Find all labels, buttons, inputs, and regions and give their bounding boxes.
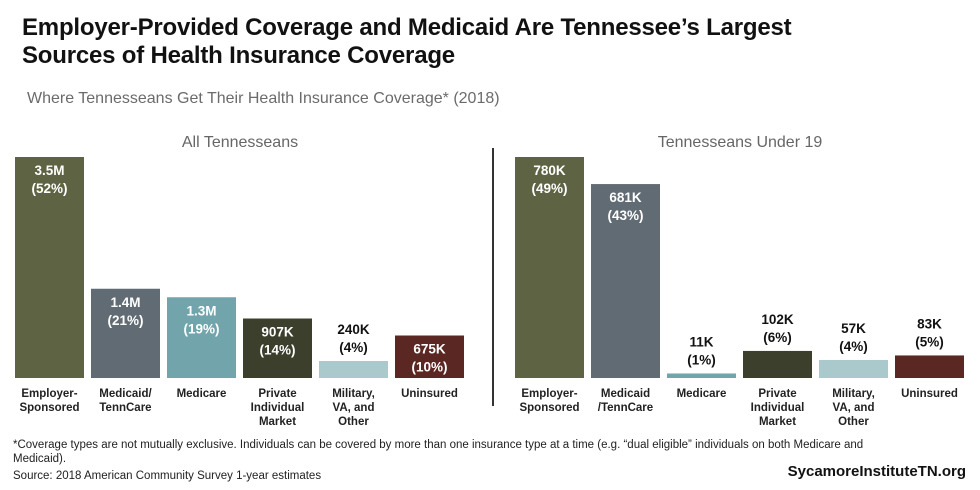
category-label: Other — [838, 416, 869, 428]
category-label: Medicare — [677, 388, 727, 400]
category-label: Military, — [832, 388, 875, 400]
brand-logo-text: SycamoreInstituteTN.org — [787, 463, 966, 480]
category-label: VA, and — [333, 402, 375, 414]
category-label: Other — [338, 416, 369, 428]
bar — [819, 359, 888, 378]
category-label: Private — [758, 388, 796, 400]
pct-label: (4%) — [339, 340, 368, 355]
category-label: Market — [259, 416, 296, 428]
category-label: Individual — [751, 402, 805, 414]
category-label: Uninsured — [401, 388, 458, 400]
category-label: Private — [258, 388, 296, 400]
pct-label: (4%) — [839, 339, 868, 354]
title-line-1: Employer-Provided Coverage and Medicaid … — [22, 14, 792, 41]
category-label: Uninsured — [901, 388, 958, 400]
chart-subtitle: Where Tennesseans Get Their Health Insur… — [27, 90, 500, 107]
panel-title-all: All Tennesseans — [181, 134, 299, 151]
bar — [591, 184, 660, 378]
value-label: 240K — [337, 322, 370, 337]
value-label: 780K — [533, 163, 566, 178]
pct-label: (6%) — [763, 330, 792, 345]
pct-label: (19%) — [183, 321, 219, 336]
bar — [895, 355, 964, 378]
value-label: 11K — [689, 334, 713, 349]
pct-label: (10%) — [411, 360, 447, 375]
category-label: Sponsored — [19, 402, 79, 414]
bar — [91, 288, 160, 378]
panel-divider — [492, 148, 494, 406]
pct-label: (52%) — [31, 181, 67, 196]
footnote: *Coverage types are not mutually exclusi… — [13, 438, 863, 466]
category-label: Military, — [332, 388, 375, 400]
bar — [395, 335, 464, 378]
pct-label: (43%) — [607, 208, 643, 223]
value-label: 83K — [917, 316, 942, 331]
category-label: Medicare — [177, 388, 227, 400]
bar — [743, 350, 812, 378]
title-line-2: Sources of Health Insurance Coverage — [22, 42, 455, 69]
value-label: 675K — [413, 342, 446, 357]
pct-label: (1%) — [687, 352, 716, 367]
bar — [243, 318, 312, 378]
bar — [167, 297, 236, 378]
bar — [667, 373, 736, 378]
value-label: 3.5M — [34, 163, 64, 178]
value-label: 1.3M — [186, 303, 216, 318]
panel-title-under19: Tennesseans Under 19 — [657, 134, 823, 151]
source-note: Source: 2018 American Community Survey 1… — [13, 470, 322, 482]
category-label: Sponsored — [519, 402, 579, 414]
bar — [515, 157, 584, 378]
category-label: Individual — [251, 402, 305, 414]
value-label: 102K — [761, 312, 794, 327]
category-label: TennCare — [99, 402, 151, 414]
category-label: /TennCare — [598, 402, 653, 414]
pct-label: (14%) — [259, 343, 295, 358]
footnote-line-2: Medicaid). — [13, 453, 67, 465]
category-label: Employer- — [21, 388, 77, 400]
category-label: Employer- — [521, 388, 577, 400]
bar — [319, 361, 388, 378]
bar — [15, 157, 84, 378]
footnote-line-1: *Coverage types are not mutually exclusi… — [13, 439, 864, 451]
category-label: Market — [759, 416, 796, 428]
pct-label: (21%) — [107, 313, 143, 328]
pct-label: (5%) — [915, 334, 944, 349]
value-label: 907K — [261, 325, 294, 340]
category-label: Medicaid — [601, 388, 650, 400]
value-label: 681K — [609, 190, 642, 205]
value-label: 57K — [841, 321, 866, 336]
chart-title: Employer-Provided Coverage and Medicaid … — [22, 14, 792, 70]
category-label: VA, and — [833, 402, 875, 414]
value-label: 1.4M — [110, 295, 140, 310]
pct-label: (49%) — [531, 181, 567, 196]
category-label: Medicaid/ — [99, 388, 152, 400]
